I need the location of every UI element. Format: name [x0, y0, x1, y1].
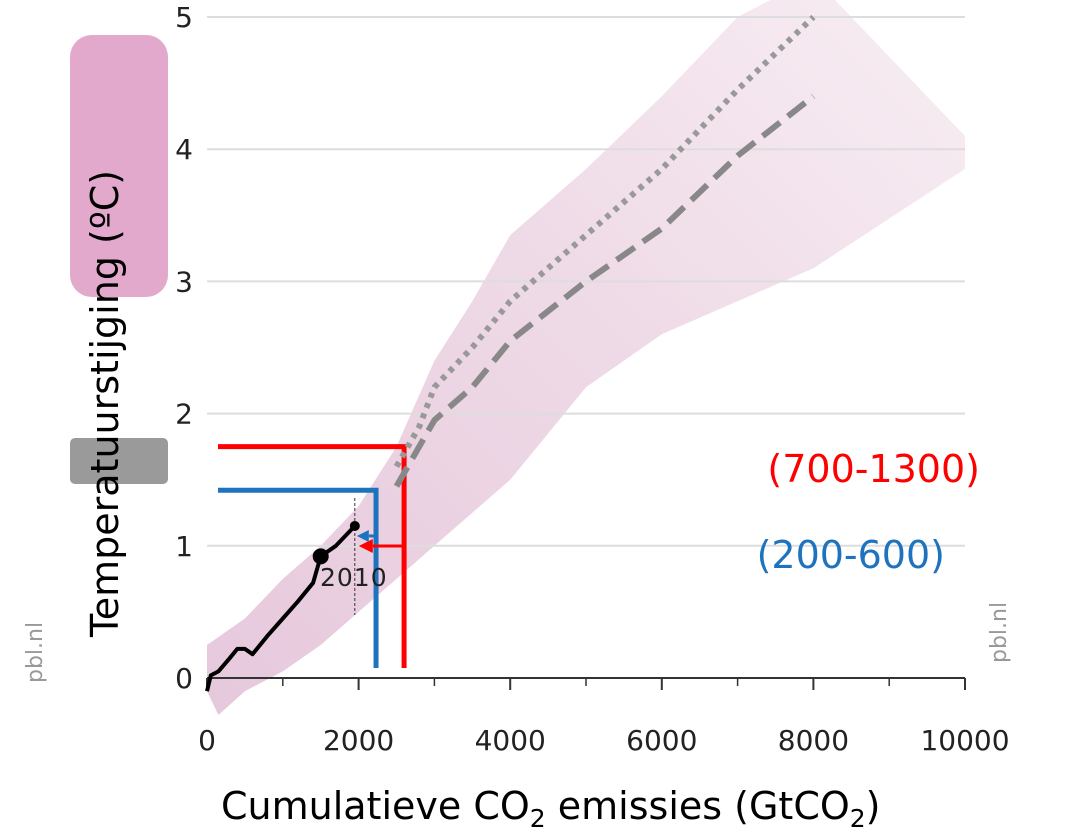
y-tick-label: 0: [175, 662, 193, 695]
red-range-line: [218, 444, 407, 668]
y-tick-label: 3: [175, 265, 193, 298]
watermark-left: pbl.nl: [23, 622, 48, 683]
range-lines: [218, 444, 407, 668]
blue-arrow-head: [356, 529, 369, 542]
label-highlight-pink: [70, 35, 168, 297]
blue-range-label: (200-600): [757, 533, 945, 577]
x-tick-label: 10000: [920, 724, 1009, 757]
x-tick-label: 2000: [323, 724, 394, 757]
red-arrow-head: [358, 538, 373, 553]
x-tick-label: 0: [198, 724, 216, 757]
x-axis-label: Cumulatieve CO2 emissies (GtCO2): [221, 784, 881, 833]
x-tick-label: 6000: [626, 724, 697, 757]
blue-range-line: [218, 487, 379, 668]
small-marker: [349, 520, 360, 531]
grid-lines: [207, 16, 965, 547]
series-group: [205, 14, 816, 692]
x-tick-label: 8000: [778, 724, 849, 757]
x-tick-label: 4000: [475, 724, 546, 757]
y-tick-label: 5: [175, 1, 193, 34]
watermark-right: pbl.nl: [987, 602, 1012, 663]
y-tick-label: 4: [175, 133, 193, 166]
uncertainty-band: [207, 0, 965, 715]
dotted-projection-line: [393, 14, 816, 468]
large-marker: [312, 548, 329, 565]
y-axis-label: Temperatuurstijging (ºC): [83, 170, 127, 638]
red-range-label: (700-1300): [767, 447, 980, 491]
y-ticks: 0 1 2 3 4 5: [175, 1, 193, 695]
year-label: 2010: [320, 563, 388, 592]
x-ticks: 0 2000 4000 6000 8000 10000: [198, 678, 1010, 757]
label-highlight-gray: [70, 438, 168, 484]
y-tick-label: 2: [175, 398, 193, 431]
y-tick-label: 1: [175, 530, 193, 563]
